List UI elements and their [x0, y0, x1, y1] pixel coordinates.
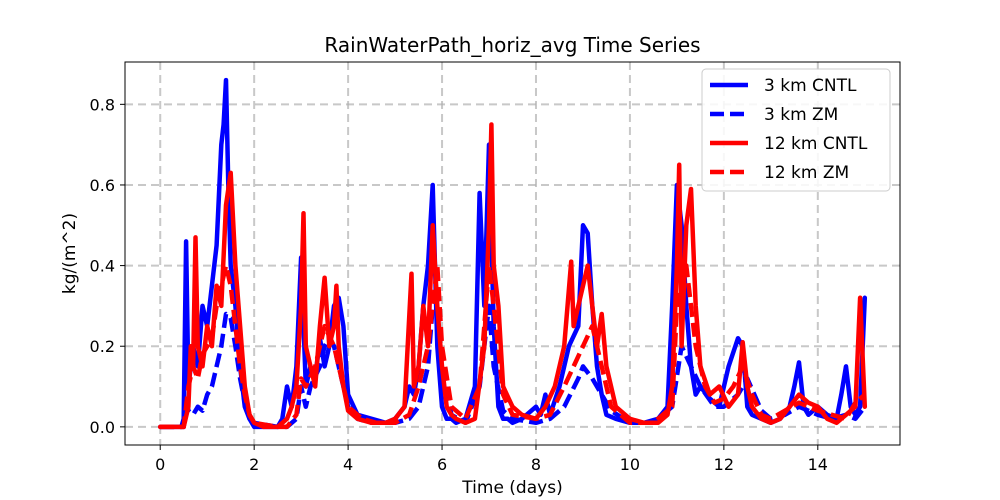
y-axis-label: kg/(m^2) — [60, 213, 80, 294]
series-line-12-km-zm — [160, 263, 867, 430]
x-tick-label: 8 — [531, 455, 541, 474]
y-tick-label: 0.6 — [90, 176, 115, 195]
x-tick-label: 4 — [343, 455, 353, 474]
x-tick-label: 12 — [714, 455, 734, 474]
x-tick-label: 14 — [808, 455, 828, 474]
series-line-12-km-cntl — [157, 122, 868, 430]
legend: 3 km CNTL 3 km ZM 12 km CNTL 12 km ZM — [701, 68, 891, 192]
legend-label: 12 km ZM — [764, 163, 849, 183]
legend-box — [701, 68, 891, 192]
x-tick-label: 2 — [249, 455, 259, 474]
ticks-layer: 0 2 4 6 8 10 12 14 0.0 0.2 0.4 0.6 0.8 — [90, 95, 828, 474]
x-axis-label: Time (days) — [461, 478, 562, 498]
y-tick-label: 0.4 — [90, 257, 115, 276]
x-tick-label: 0 — [155, 455, 165, 474]
legend-label: 3 km CNTL — [764, 76, 857, 96]
y-tick-label: 0.8 — [90, 95, 115, 114]
x-tick-label: 10 — [620, 455, 640, 474]
plot-frame — [124, 61, 901, 446]
chart-title: RainWaterPath_horiz_avg Time Series — [324, 33, 700, 57]
x-tick-label: 6 — [437, 455, 447, 474]
series-layer — [157, 77, 868, 430]
y-tick-label: 0.2 — [90, 337, 115, 356]
legend-label: 12 km CNTL — [764, 134, 868, 154]
legend-label: 3 km ZM — [764, 105, 838, 125]
y-tick-label: 0.0 — [90, 418, 115, 437]
